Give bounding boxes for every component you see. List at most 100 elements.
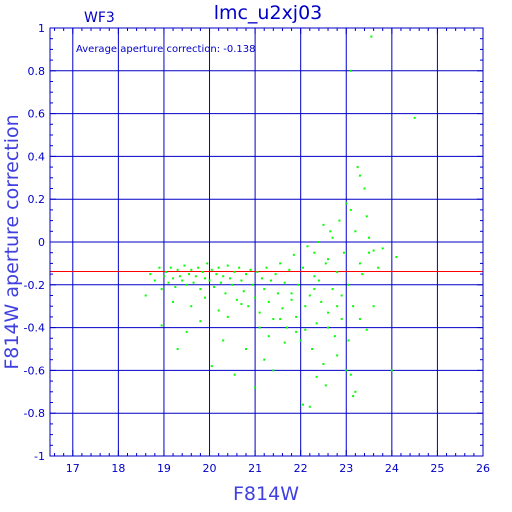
data-point bbox=[354, 230, 357, 233]
data-point bbox=[199, 288, 202, 291]
data-point bbox=[265, 266, 268, 269]
data-point bbox=[229, 277, 232, 280]
data-point bbox=[333, 335, 336, 338]
data-point bbox=[320, 300, 323, 303]
data-point bbox=[174, 285, 177, 288]
data-point bbox=[263, 288, 266, 291]
data-point bbox=[295, 330, 298, 333]
data-point bbox=[203, 277, 206, 280]
data-point bbox=[279, 262, 282, 265]
data-point bbox=[203, 296, 206, 299]
y-tick-label: 1 bbox=[38, 22, 45, 35]
data-point bbox=[210, 365, 213, 368]
data-point bbox=[210, 268, 213, 271]
data-point bbox=[306, 245, 309, 248]
data-point bbox=[356, 166, 359, 169]
data-point bbox=[251, 283, 254, 286]
data-point bbox=[217, 309, 220, 312]
data-point bbox=[185, 283, 188, 286]
data-point bbox=[336, 354, 339, 357]
data-point bbox=[244, 273, 247, 276]
y-tick-label: 0.6 bbox=[28, 108, 46, 121]
data-point bbox=[349, 373, 352, 376]
data-point bbox=[327, 311, 330, 314]
data-point bbox=[283, 281, 286, 284]
y-tick-label: 0.2 bbox=[28, 193, 46, 206]
x-tick-label: 17 bbox=[66, 462, 80, 475]
data-point bbox=[313, 275, 316, 278]
data-point bbox=[288, 268, 291, 271]
x-axis-label: F814W bbox=[233, 483, 299, 505]
data-point bbox=[308, 405, 311, 408]
data-point bbox=[254, 296, 257, 299]
data-point bbox=[358, 174, 361, 177]
data-point bbox=[238, 266, 241, 269]
data-point bbox=[338, 219, 341, 222]
data-point bbox=[315, 322, 318, 325]
data-point bbox=[167, 281, 170, 284]
data-point bbox=[181, 279, 184, 282]
y-tick-label: -0.8 bbox=[24, 407, 45, 420]
data-point bbox=[390, 369, 393, 372]
data-point bbox=[233, 270, 236, 273]
data-point bbox=[317, 241, 320, 243]
x-tick-label: 19 bbox=[157, 462, 171, 475]
data-point bbox=[144, 294, 147, 297]
data-point bbox=[201, 270, 204, 273]
data-point bbox=[368, 251, 371, 254]
data-point bbox=[183, 264, 186, 267]
data-point bbox=[322, 223, 325, 226]
data-point bbox=[327, 326, 330, 329]
data-point bbox=[160, 288, 163, 291]
data-point bbox=[213, 285, 216, 288]
x-tick-label: 21 bbox=[248, 462, 262, 475]
data-point bbox=[226, 315, 229, 318]
data-point bbox=[258, 326, 261, 329]
data-point bbox=[381, 247, 384, 250]
y-tick-label: -1 bbox=[34, 450, 45, 463]
data-point bbox=[347, 283, 350, 286]
data-point bbox=[217, 266, 220, 269]
data-point bbox=[176, 268, 179, 271]
data-point bbox=[194, 275, 197, 278]
data-point bbox=[301, 266, 304, 269]
y-tick-label: 0.4 bbox=[28, 150, 46, 163]
data-point bbox=[313, 288, 316, 291]
data-point bbox=[233, 373, 236, 376]
data-point bbox=[276, 292, 279, 295]
data-point bbox=[279, 318, 282, 321]
data-point bbox=[215, 273, 218, 276]
data-point bbox=[327, 258, 330, 261]
data-point bbox=[345, 369, 348, 372]
data-point bbox=[231, 283, 234, 286]
x-tick-label: 24 bbox=[385, 462, 399, 475]
y-axis-label: F814W aperture correction bbox=[1, 114, 23, 369]
data-point bbox=[190, 268, 193, 271]
data-point bbox=[352, 395, 355, 398]
data-point bbox=[358, 318, 361, 321]
data-point bbox=[311, 348, 314, 350]
x-tick-label: 22 bbox=[294, 462, 308, 475]
data-point bbox=[172, 277, 175, 280]
data-point bbox=[185, 330, 188, 333]
data-point bbox=[290, 298, 293, 301]
data-point bbox=[281, 307, 284, 310]
data-point bbox=[297, 283, 300, 286]
data-point bbox=[222, 275, 225, 278]
data-point bbox=[315, 375, 318, 378]
data-point bbox=[226, 264, 229, 267]
data-point bbox=[352, 305, 355, 308]
data-point bbox=[197, 266, 200, 269]
data-point bbox=[349, 208, 352, 211]
chart-title: lmc_u2xj03 bbox=[214, 2, 323, 24]
data-point bbox=[240, 279, 243, 282]
data-point bbox=[235, 298, 238, 301]
data-point bbox=[342, 251, 345, 254]
data-point bbox=[340, 318, 343, 321]
y-tick-label: 0.8 bbox=[28, 65, 46, 78]
data-point bbox=[363, 187, 366, 190]
data-point bbox=[340, 294, 343, 297]
x-tick-label: 20 bbox=[203, 462, 217, 475]
